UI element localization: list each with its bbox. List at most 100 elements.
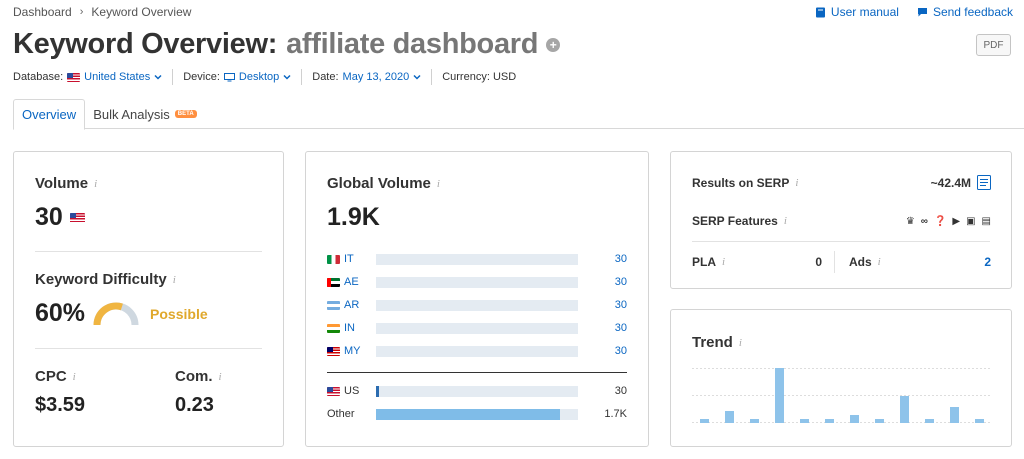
other-volume: 1.7K — [604, 408, 627, 420]
difficulty-value: 60% — [35, 299, 86, 327]
database-label: Database: — [13, 71, 64, 83]
trend-bar[interactable] — [875, 418, 884, 423]
country-row[interactable]: IT 30 — [327, 253, 627, 265]
info-icon[interactable]: i — [94, 177, 98, 190]
database-filter: Database: United States — [13, 69, 174, 85]
info-icon[interactable]: i — [218, 370, 222, 383]
other-label: Other — [327, 408, 355, 420]
info-icon[interactable]: i — [722, 256, 726, 268]
trend-bar[interactable] — [700, 418, 709, 423]
device-value: Desktop — [238, 71, 280, 83]
ae-flag-icon — [327, 277, 340, 287]
info-icon[interactable]: i — [877, 256, 881, 268]
trend-bar[interactable] — [725, 410, 734, 423]
send-feedback-link[interactable]: Send feedback — [917, 5, 1013, 19]
tab-overview[interactable]: Overview — [13, 99, 86, 130]
crown-icon[interactable]: ♛ — [905, 215, 915, 227]
date-filter: Date: May 13, 2020 — [312, 69, 433, 85]
user-manual-link[interactable]: User manual — [815, 5, 899, 19]
country-row[interactable]: AE 30 — [327, 276, 627, 288]
ads-label: Ads — [849, 255, 872, 269]
volume-bar — [376, 385, 578, 397]
cpc-heading: CPC i — [35, 368, 76, 385]
us-row: US 30 — [327, 385, 627, 397]
currency-filter: Currency: USD — [442, 69, 526, 85]
volume-bar-fill — [376, 408, 560, 420]
info-icon[interactable]: i — [783, 215, 787, 227]
country-row[interactable]: AR 30 — [327, 299, 627, 311]
trend-bar[interactable] — [900, 395, 909, 423]
beta-badge: BETA — [174, 110, 197, 118]
results-label: Results on SERP — [692, 175, 790, 190]
trend-bar[interactable] — [950, 406, 959, 423]
breadcrumb-dashboard[interactable]: Dashboard — [13, 5, 72, 19]
gridline — [692, 422, 990, 423]
database-dropdown[interactable]: United States — [67, 71, 162, 83]
country-row[interactable]: IN 30 — [327, 322, 627, 334]
trend-bar[interactable] — [775, 368, 784, 423]
features-row: SERP Features i ♛ ∞ ❓ ▶ ▣ ▤ — [692, 214, 991, 228]
trend-bar[interactable] — [800, 418, 809, 423]
send-feedback-label: Send feedback — [932, 5, 1013, 19]
date-label: Date: — [312, 71, 339, 83]
com-label: Com. — [175, 368, 213, 385]
add-keyword-icon[interactable]: + — [546, 37, 561, 52]
com-heading: Com. i — [175, 368, 222, 385]
ads-value[interactable]: 2 — [984, 255, 991, 269]
trend-bar[interactable] — [975, 418, 984, 423]
it-flag-icon — [327, 254, 340, 264]
device-dropdown[interactable]: Desktop — [223, 71, 291, 83]
info-icon[interactable]: i — [738, 336, 742, 349]
volume-bar — [376, 253, 578, 265]
difficulty-label: Keyword Difficulty — [35, 271, 167, 288]
info-icon[interactable]: i — [72, 370, 76, 383]
trend-bar[interactable] — [825, 418, 834, 423]
ar-flag-icon — [327, 300, 340, 310]
volume-value: 30 — [35, 203, 63, 231]
pla-label: PLA — [692, 255, 716, 269]
results-value: ~42.4M — [930, 175, 971, 190]
question-icon[interactable]: ❓ — [933, 215, 947, 227]
volume-bar — [376, 345, 578, 357]
volume-bar — [376, 276, 578, 288]
trend-bar[interactable] — [850, 414, 859, 423]
device-filter: Device: Desktop — [183, 69, 303, 85]
serp-snapshot-icon[interactable] — [977, 175, 991, 190]
pdf-button[interactable]: PDF — [976, 34, 1011, 56]
country-code: MY — [344, 345, 361, 357]
breadcrumb: Dashboard › Keyword Overview — [13, 5, 191, 19]
country-row[interactable]: MY 30 — [327, 345, 627, 357]
trend-chart — [692, 368, 990, 423]
image-pack-icon[interactable]: ▣ — [966, 215, 976, 227]
country-code: IN — [344, 322, 355, 334]
com-value: 0.23 — [175, 394, 214, 416]
features-label: SERP Features — [692, 214, 778, 228]
country-code: AE — [344, 276, 359, 288]
title-prefix: Keyword Overview: — [13, 28, 278, 60]
tab-bulk-analysis[interactable]: Bulk Analysis BETA — [85, 99, 204, 129]
volume-bar — [376, 322, 578, 334]
volume-value-row: 30 — [35, 203, 85, 232]
pla-row: PLA i 0 — [692, 255, 822, 269]
country-volume: 30 — [614, 276, 627, 288]
trend-label: Trend — [692, 334, 733, 351]
trend-bar[interactable] — [750, 418, 759, 423]
ads-row: Ads i 2 — [849, 255, 991, 269]
user-manual-label: User manual — [830, 5, 899, 19]
chevron-right-icon: › — [79, 6, 84, 18]
volume-label: Volume — [35, 175, 89, 192]
global-volume-card: Global Volume i 1.9K IT 30 AE 30 AR 30 I… — [305, 151, 649, 447]
info-icon[interactable]: i — [795, 176, 799, 189]
info-icon[interactable]: i — [436, 177, 440, 190]
breadcrumb-current: Keyword Overview — [91, 5, 192, 19]
date-dropdown[interactable]: May 13, 2020 — [343, 71, 422, 83]
ad-icon[interactable]: ▤ — [981, 215, 991, 227]
info-icon[interactable]: i — [172, 273, 176, 286]
volume-bar-fill — [376, 385, 380, 397]
trend-bar[interactable] — [925, 418, 934, 423]
country-volume: 30 — [614, 253, 627, 265]
link-icon[interactable]: ∞ — [920, 215, 928, 227]
chevron-down-icon — [413, 74, 421, 80]
currency-label: Currency: USD — [442, 71, 517, 83]
video-icon[interactable]: ▶ — [952, 215, 961, 227]
